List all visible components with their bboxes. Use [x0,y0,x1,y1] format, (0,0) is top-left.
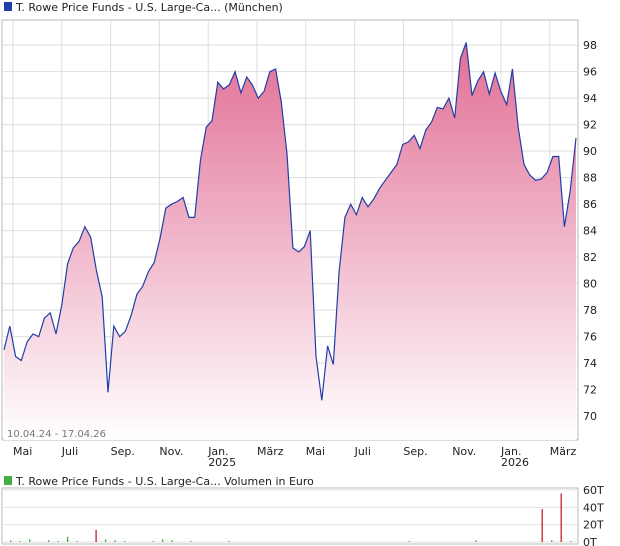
y-tick-label: 80 [583,278,597,291]
y-tick-label: 82 [583,251,597,264]
x-year-label: 2025 [208,456,236,469]
volume-bar [190,541,192,542]
x-axis-labels: Mai Juli Sep. Nov. Jan. März Mai Juli Sep. Nov. Ja… [13,445,577,469]
volume-gridlines [2,489,578,543]
chart-title: T. Rowe Price Funds - U.S. Large-Ca... (… [15,1,283,14]
y-tick-label: 74 [583,357,597,370]
volume-bar [29,539,31,542]
volume-axis-labels: 0T 20T 40T 60T [583,484,604,546]
volume-bar [171,540,173,542]
price-area [4,42,576,440]
volume-tick-label: 0T [583,536,597,546]
x-tick-label: Jan. [500,445,521,458]
volume-bar [19,541,21,542]
volume-bars [10,493,572,542]
volume-bar [475,540,477,542]
y-tick-label: 84 [583,225,597,238]
x-tick-label: Nov. [452,445,476,458]
volume-bar [408,541,410,542]
date-range-label: 10.04.24 - 17.04.26 [7,429,106,440]
volume-bar [541,509,543,542]
volume-bar [95,529,97,542]
y-tick-label: 92 [583,119,597,132]
x-tick-label: März [550,445,577,458]
volume-title: T. Rowe Price Funds - U.S. Large-Ca... V… [15,475,314,488]
price-line [3,42,577,401]
x-tick-label: Sep. [111,445,135,458]
volume-bar [560,493,562,542]
volume-plot-frame [1,487,579,545]
x-year-label: 2026 [501,456,529,469]
x-tick-label: Juli [354,445,371,458]
y-tick-label: 94 [583,92,597,105]
volume-bar [152,541,154,542]
price-area-layer [3,42,577,440]
y-tick-label: 98 [583,39,597,52]
volume-bar [66,536,69,542]
y-tick-label: 76 [583,331,597,344]
volume-bar [104,539,107,542]
y-tick-label: 88 [583,172,597,185]
x-tick-label: Mai [306,445,325,458]
x-tick-label: Nov. [159,445,183,458]
volume-bar [123,541,126,542]
volume-bar [10,540,12,542]
y-tick-label: 78 [583,304,597,317]
volume-bar [570,541,572,542]
volume-bar [228,541,230,542]
x-tick-label: März [257,445,284,458]
y-tick-label: 72 [583,384,597,397]
y-axis-labels: 70 72 74 76 78 80 82 84 86 88 90 92 94 96 98 [583,39,597,423]
legend-square-volume [4,476,12,485]
volume-bar [551,540,553,542]
y-tick-label: 86 [583,198,597,211]
volume-tick-label: 60T [583,484,604,497]
volume-tick-label: 40T [583,501,604,514]
volume-bar [76,541,78,542]
x-tick-label: Sep. [403,445,427,458]
y-tick-label: 70 [583,410,597,423]
y-tick-label: 96 [583,66,597,79]
legend-square-main [4,2,12,11]
volume-bar [161,539,164,542]
volume-tick-label: 20T [583,519,604,532]
x-tick-label: Jan. [207,445,228,458]
volume-bar [57,541,59,542]
y-tick-label: 90 [583,145,597,158]
x-tick-label: Mai [13,445,32,458]
x-tick-label: Juli [61,445,78,458]
volume-bar [114,540,116,542]
volume-bar [48,540,50,542]
